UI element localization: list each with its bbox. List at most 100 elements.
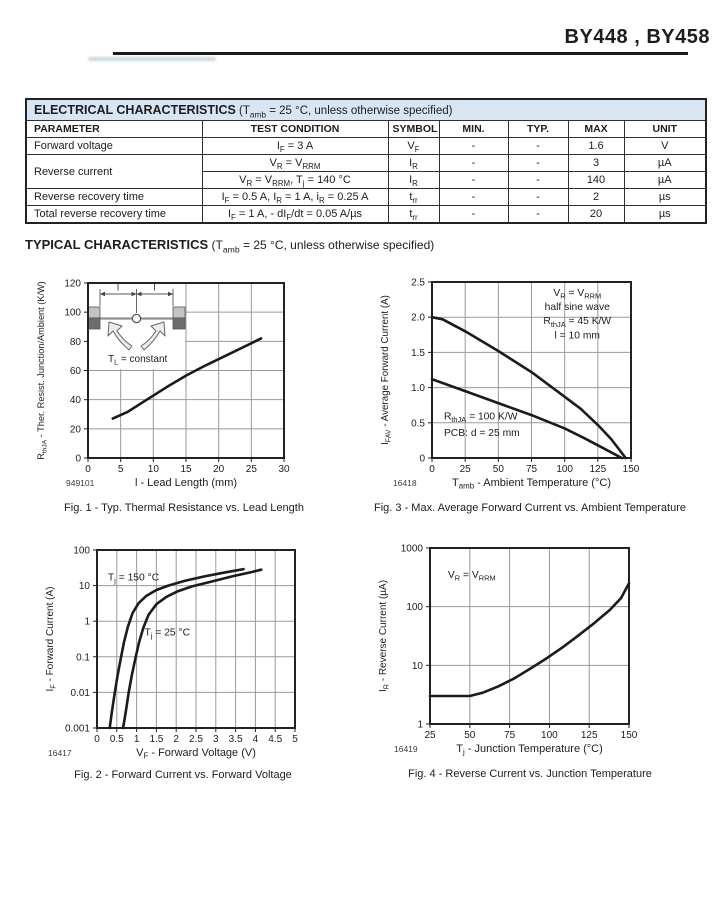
svg-text:50: 50 <box>493 464 505 475</box>
max-cell: 3 <box>567 154 625 172</box>
unit-cell: µA <box>623 171 707 189</box>
svg-text:125: 125 <box>581 730 598 741</box>
electrical-characteristics-table: ELECTRICAL CHARACTERISTICS (Tamb = 25 °C… <box>25 98 707 224</box>
column-header-parameter: PARAMETER <box>25 120 203 138</box>
svg-text:5: 5 <box>292 734 298 745</box>
table-row: Total reverse recovery time IF = 1 A, - d… <box>25 205 707 224</box>
y-axis-label: IF - Forward Current (A) <box>45 587 58 692</box>
svg-text:25: 25 <box>460 464 472 475</box>
svg-text:10: 10 <box>79 581 91 592</box>
max-cell: 1.6 <box>567 137 625 155</box>
table-title-row: ELECTRICAL CHARACTERISTICS (Tamb = 25 °C… <box>25 98 707 121</box>
figure-code: 16417 <box>48 748 72 758</box>
typ-cell: - <box>507 171 569 189</box>
svg-text:50: 50 <box>464 730 476 741</box>
svg-text:0: 0 <box>419 454 425 465</box>
svg-text:l: l <box>117 283 119 293</box>
svg-text:30: 30 <box>278 464 290 475</box>
page-title: BY448 , BY458 <box>564 26 710 48</box>
svg-text:25: 25 <box>424 730 436 741</box>
min-cell: - <box>438 205 509 224</box>
typ-cell: - <box>507 205 569 224</box>
fig2-curve-0 <box>108 567 245 730</box>
svg-text:2.5: 2.5 <box>411 278 425 289</box>
svg-text:1.5: 1.5 <box>149 734 163 745</box>
column-header-min: MIN. <box>438 120 509 138</box>
svg-text:1000: 1000 <box>401 544 424 555</box>
column-header-max: MAX <box>567 120 625 138</box>
svg-text:125: 125 <box>589 464 606 475</box>
svg-text:1: 1 <box>84 617 90 628</box>
svg-text:5: 5 <box>118 464 124 475</box>
fig1-chart: l l TL = constant 0 5 10 15 20 25 30 0 20 40 60 80 100 1… <box>36 279 290 490</box>
svg-text:TL = constant: TL = constant <box>108 354 168 367</box>
svg-text:0.5: 0.5 <box>110 734 124 745</box>
section-heading-bold: TYPICAL CHARACTERISTICS <box>25 237 209 252</box>
min-cell: - <box>438 188 509 206</box>
condition-cell: IF = 0.5 A, IR = 1 A, iR = 0.25 A <box>201 188 389 206</box>
column-header-typ: TYP. <box>507 120 569 138</box>
svg-text:10: 10 <box>412 661 424 672</box>
svg-text:1: 1 <box>134 734 140 745</box>
svg-text:75: 75 <box>526 464 538 475</box>
figure-code: 949101 <box>66 478 95 488</box>
column-header-symbol: SYMBOL <box>387 120 440 138</box>
svg-text:100: 100 <box>406 602 423 613</box>
svg-text:120: 120 <box>64 279 81 290</box>
svg-text:3.5: 3.5 <box>229 734 243 745</box>
svg-text:20: 20 <box>213 464 225 475</box>
svg-text:1.0: 1.0 <box>411 383 425 394</box>
symbol-cell: IR <box>387 171 440 189</box>
svg-text:150: 150 <box>623 464 640 475</box>
axis-ticks <box>93 549 296 732</box>
axis-ticks <box>84 282 285 462</box>
section-heading-condition: (Tamb = 25 °C, unless otherwise specifie… <box>208 238 435 255</box>
min-cell: - <box>438 154 509 172</box>
svg-text:80: 80 <box>70 337 82 348</box>
typ-cell: - <box>507 154 569 172</box>
table-row: Forward voltage IF = 3 A VF - -1.6 V <box>25 137 707 155</box>
condition-cell: VR = VRRM <box>201 154 389 172</box>
svg-text:15: 15 <box>180 464 192 475</box>
svg-text:0: 0 <box>94 734 100 745</box>
condition-cell: IF = 1 A, - dIF/dt = 0.05 A/µs <box>201 205 389 224</box>
svg-text:0: 0 <box>429 464 435 475</box>
svg-text:10: 10 <box>148 464 160 475</box>
svg-text:2: 2 <box>173 734 179 745</box>
max-cell: 20 <box>567 205 625 224</box>
svg-text:0.01: 0.01 <box>71 688 91 699</box>
column-header-testcondition: TEST CONDITION <box>201 120 389 138</box>
svg-text:2.0: 2.0 <box>411 313 425 324</box>
column-header-unit: UNIT <box>623 120 707 138</box>
fig2-caption: Fig. 2 - Forward Current vs. Forward Vol… <box>74 769 292 781</box>
figure-code: 16418 <box>393 478 417 488</box>
plot-annotation: PCB: d = 25 mm <box>444 428 520 439</box>
unit-cell: µs <box>623 188 707 206</box>
fig3-curve-0 <box>430 315 627 460</box>
fig3-caption: Fig. 3 - Max. Average Forward Current vs… <box>374 502 687 514</box>
table-title: ELECTRICAL CHARACTERISTICS <box>34 103 236 117</box>
scan-artifact <box>88 57 216 61</box>
fig4-chart: 25 50 75 100 125 150 1 10 100 1000 Tj - Junction T… <box>378 544 638 757</box>
plot-border <box>429 547 630 725</box>
cooling-arrow-right-icon <box>140 321 166 351</box>
svg-text:100: 100 <box>556 464 573 475</box>
fig4-curve-0 <box>428 581 631 698</box>
parameter-cell: Reverse current <box>25 154 203 189</box>
svg-text:100: 100 <box>73 546 90 557</box>
axis-ticks <box>426 547 630 728</box>
svg-text:2.5: 2.5 <box>189 734 203 745</box>
plot-annotation: RthJA = 45 K/W <box>543 316 611 329</box>
svg-text:0.1: 0.1 <box>76 652 90 663</box>
svg-text:0.5: 0.5 <box>411 418 425 429</box>
header-rule <box>113 52 688 55</box>
plot-annotation: VR = VRRM <box>448 570 496 583</box>
x-axis-label: l - Lead Length (mm) <box>135 477 237 489</box>
parameter-cell: Reverse recovery time <box>25 188 203 206</box>
condition-cell: VR = VRRM, Tj = 140 °C <box>201 171 389 189</box>
plot-annotation: Tj = 150 °C <box>108 572 160 585</box>
min-cell: - <box>438 137 509 155</box>
typical-characteristics-heading: TYPICAL CHARACTERISTICS (Tamb = 25 °C, u… <box>25 237 435 255</box>
plot-annotation: half sine wave <box>545 302 611 313</box>
